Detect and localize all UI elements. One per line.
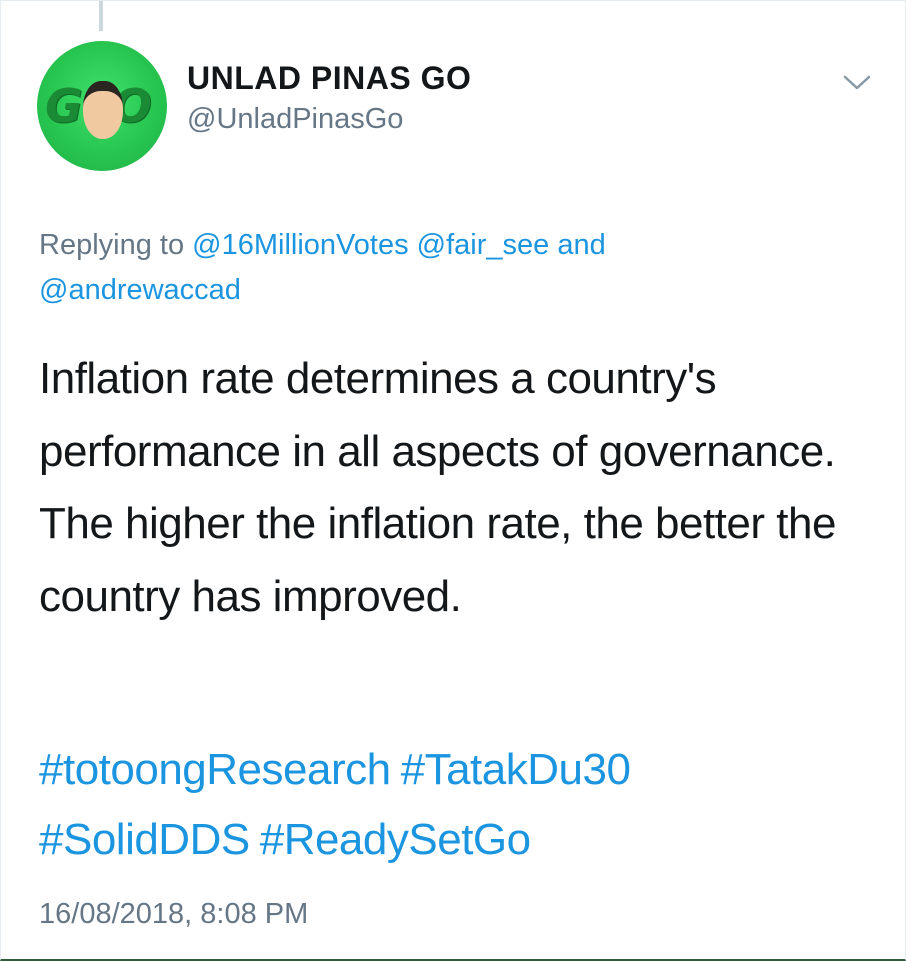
hashtag-link[interactable]: #TatakDu30 — [400, 745, 631, 794]
tweet-text: Inflation rate determines a country's pe… — [39, 354, 836, 621]
avatar-face-icon — [83, 81, 123, 139]
user-handle[interactable]: @UnladPinasGo — [187, 103, 404, 135]
display-name[interactable]: UNLAD PINAS GO — [187, 60, 472, 96]
author-block[interactable]: UNLAD PINAS GO @UnladPinasGo — [187, 59, 471, 139]
mention-link[interactable]: @fair_see — [416, 229, 550, 261]
replying-prefix: Replying to — [39, 229, 185, 261]
thread-connector-line — [99, 1, 103, 31]
tweet-timestamp[interactable]: 16/08/2018, 8:08 PM — [39, 898, 309, 930]
avatar[interactable]: GO! — [37, 41, 167, 171]
replying-to-line: Replying to @16MillionVotes @fair_see an… — [39, 223, 859, 313]
hashtag-list: #totoongResearch #TatakDu30 #SolidDDS #Rea… — [39, 735, 879, 875]
mention-conjunction[interactable]: and — [557, 229, 606, 261]
hashtag-link[interactable]: #ReadySetGo — [259, 815, 531, 864]
hashtag-link[interactable]: #totoongResearch — [39, 745, 391, 794]
mention-link[interactable]: @andrewaccad — [39, 274, 241, 306]
mention-link[interactable]: @16MillionVotes — [192, 229, 409, 261]
hashtag-link[interactable]: #SolidDDS — [39, 815, 250, 864]
chevron-down-icon[interactable] — [839, 67, 875, 97]
